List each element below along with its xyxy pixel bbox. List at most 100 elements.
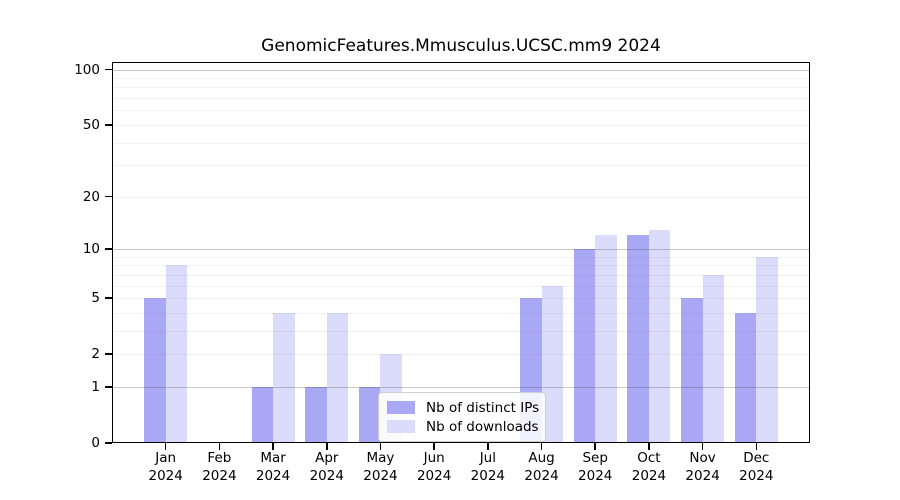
y-tick-1 — [105, 386, 112, 388]
x-tick-year: 2024 — [363, 467, 398, 484]
x-tick-label-jul: Jul 2024 — [456, 450, 520, 485]
gridline-minor-5 — [112, 298, 810, 300]
bar-ips-jan — [144, 298, 166, 443]
gridline-major-1 — [112, 386, 810, 389]
y-tick-5 — [105, 297, 112, 299]
x-tick-month: Oct — [637, 450, 661, 466]
x-tick-year: 2024 — [685, 467, 720, 484]
bar-downloads-nov — [702, 274, 725, 443]
x-tick-jan — [164, 443, 167, 450]
x-tick-label-nov: Nov 2024 — [671, 450, 735, 485]
gridline-minor-40 — [112, 142, 810, 144]
bar-downloads-dec — [756, 256, 778, 443]
gridline-minor-9 — [112, 256, 810, 258]
x-tick-label-mar: Mar 2024 — [241, 450, 305, 485]
y-tick-label-50: 50 — [82, 116, 100, 133]
x-tick-sep — [594, 443, 596, 450]
bar-downloads-aug — [541, 285, 564, 443]
x-tick-year: 2024 — [470, 467, 506, 484]
bar-ips-may — [358, 386, 381, 443]
bar-ips-dec — [734, 312, 757, 443]
x-tick-month: Apr — [315, 450, 339, 466]
gridline-minor-60 — [112, 110, 810, 112]
x-tick-label-aug: Aug 2024 — [510, 450, 574, 485]
x-tick-aug — [540, 443, 543, 450]
gridline-minor-4 — [112, 312, 810, 314]
x-tick-oct — [648, 443, 650, 450]
x-tick-jun — [433, 443, 435, 450]
x-tick-apr — [326, 443, 328, 450]
x-tick-month: May — [366, 450, 395, 466]
legend-label-distinct-ips: Nb of distinct IPs — [426, 399, 540, 416]
plot-area — [112, 62, 810, 443]
gridline-minor-6 — [112, 285, 810, 287]
bar-ips-apr — [305, 386, 327, 443]
x-tick-year: 2024 — [255, 467, 291, 484]
x-tick-may — [379, 443, 382, 450]
x-tick-feb — [218, 443, 221, 450]
y-tick-label-2: 2 — [91, 346, 100, 363]
x-tick-label-feb: Feb 2024 — [187, 450, 251, 485]
y-tick-label-1: 1 — [91, 378, 100, 395]
y-tick-label-0: 0 — [91, 435, 100, 451]
x-tick-month: Aug — [528, 450, 555, 466]
legend-swatch-downloads — [387, 420, 415, 433]
bar-downloads-jan — [165, 265, 188, 443]
gridline-minor-90 — [112, 78, 810, 80]
x-tick-year: 2024 — [524, 467, 559, 484]
gridline-minor-20 — [112, 196, 810, 198]
gridline-minor-3 — [112, 330, 810, 332]
x-tick-jul — [487, 443, 489, 450]
gridline-major-10 — [112, 249, 810, 251]
bar-ips-mar — [251, 386, 274, 443]
bar-downloads-sep — [595, 235, 617, 443]
y-tick-20 — [105, 195, 112, 198]
x-tick-label-oct: Oct 2024 — [617, 450, 681, 485]
x-tick-year: 2024 — [578, 467, 613, 484]
gridline-minor-70 — [112, 98, 810, 100]
x-tick-month: Sep — [582, 450, 608, 466]
x-tick-month: Mar — [260, 450, 286, 466]
x-tick-month: Jul — [479, 450, 496, 466]
gridline-minor-30 — [112, 165, 810, 167]
x-tick-label-sep: Sep 2024 — [563, 450, 627, 485]
bar-downloads-oct — [648, 229, 671, 443]
y-tick-label-10: 10 — [82, 241, 100, 257]
legend-item-downloads: Nb of downloads — [387, 417, 539, 436]
y-tick-label-20: 20 — [82, 188, 100, 205]
gridline-minor-80 — [112, 87, 810, 89]
bar-ips-nov — [681, 298, 703, 443]
y-tick-label-100: 100 — [74, 61, 100, 78]
bar-ips-sep — [573, 249, 596, 443]
legend-swatch-distinct-ips — [387, 401, 415, 414]
gridline-major-100 — [112, 69, 810, 72]
gridline-minor-2 — [112, 354, 810, 356]
x-tick-nov — [701, 443, 704, 450]
legend-item-distinct-ips: Nb of distinct IPs — [387, 398, 540, 417]
y-tick-label-5: 5 — [91, 290, 100, 307]
x-tick-mar — [272, 443, 274, 450]
gridline-minor-8 — [112, 265, 810, 267]
bar-downloads-apr — [326, 312, 349, 443]
gridline-minor-50 — [112, 124, 810, 126]
x-tick-year: 2024 — [631, 467, 667, 484]
x-tick-label-may: May 2024 — [348, 450, 412, 485]
x-tick-month: Dec — [743, 450, 770, 466]
bar-downloads-mar — [273, 312, 295, 443]
x-tick-month: Jan — [155, 450, 177, 466]
chart-title: GenomicFeatures.Mmusculus.UCSC.mm9 2024 — [261, 36, 661, 56]
x-tick-month: Nov — [689, 450, 716, 466]
x-tick-label-jan: Jan 2024 — [134, 450, 198, 485]
x-tick-year: 2024 — [148, 467, 183, 484]
gridline-minor-7 — [112, 274, 810, 276]
x-tick-label-jun: Jun 2024 — [402, 450, 466, 485]
legend: Nb of distinct IPs Nb of downloads — [378, 392, 546, 442]
y-tick-50 — [105, 124, 112, 126]
y-tick-100 — [105, 68, 112, 71]
y-tick-2 — [105, 353, 112, 355]
legend-label-downloads: Nb of downloads — [426, 418, 539, 435]
x-tick-year: 2024 — [416, 467, 452, 484]
x-tick-month: Jun — [423, 450, 445, 466]
x-tick-year: 2024 — [739, 467, 774, 484]
